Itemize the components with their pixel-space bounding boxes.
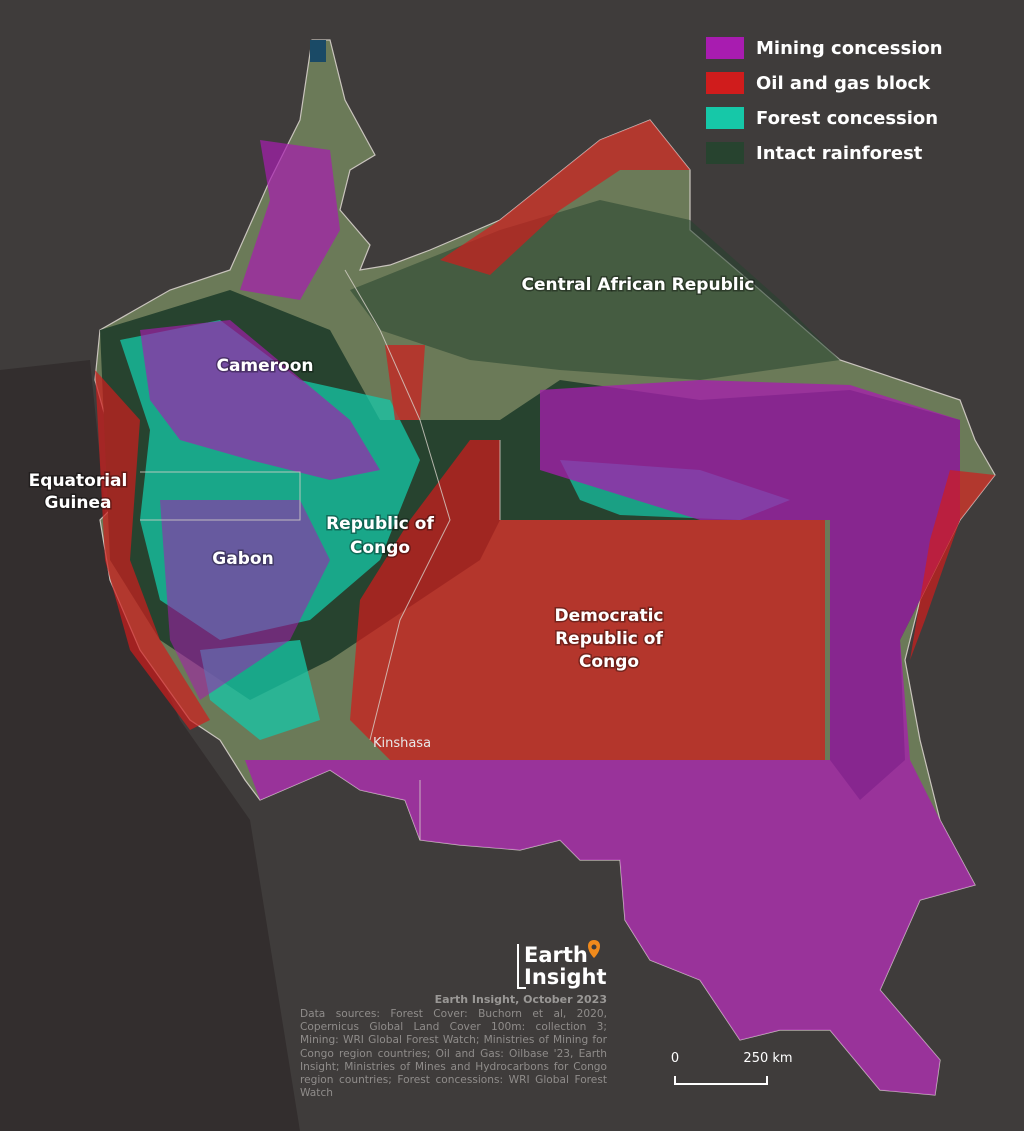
credit: Earth Insight, October 2023 [435,993,607,1006]
legend-swatch [706,72,744,94]
country-label: Cameroon [216,356,313,376]
country-label: Democratic [555,606,664,626]
legend-swatch [706,142,744,164]
country-label: Republic of [555,629,663,649]
oil-gas-block [95,370,210,730]
ocean [0,360,300,1131]
legend-swatch [706,37,744,59]
legend-label: Oil and gas block [756,73,931,94]
logo-text: Earth [524,943,588,967]
country-label: Equatorial [29,471,128,491]
legend-label: Mining concession [756,38,943,59]
data-sources: Data sources: Forest Cover: Buchorn et a… [300,1008,607,1100]
scale-bar [674,1076,768,1085]
oil-gas-block [910,470,995,660]
legend-swatch [706,107,744,129]
lake [310,40,326,62]
country-label: Central African Republic [522,275,755,295]
oil-gas-block [350,440,825,760]
mining-concession [140,320,380,480]
city-label: Kinshasa [373,736,431,751]
mining-concession [240,140,340,300]
legend-label: Forest concession [756,108,938,129]
mining-concession [245,380,975,1095]
legend-label: Intact rainforest [756,143,923,164]
border [140,269,501,840]
scale-label: 250 km [743,1051,792,1066]
country-label: Guinea [45,493,112,513]
oil-gas-block [440,120,690,275]
country-label: Congo [350,538,410,558]
logo-text: Insight [524,965,606,989]
country-label: Congo [579,652,639,672]
scale-label: 0 [671,1051,679,1066]
mining-concession [160,500,330,700]
logo-bracket [517,944,526,989]
logo-pin-dot [591,944,597,950]
country-label: Republic of [326,514,434,534]
country-label: Gabon [212,549,273,569]
